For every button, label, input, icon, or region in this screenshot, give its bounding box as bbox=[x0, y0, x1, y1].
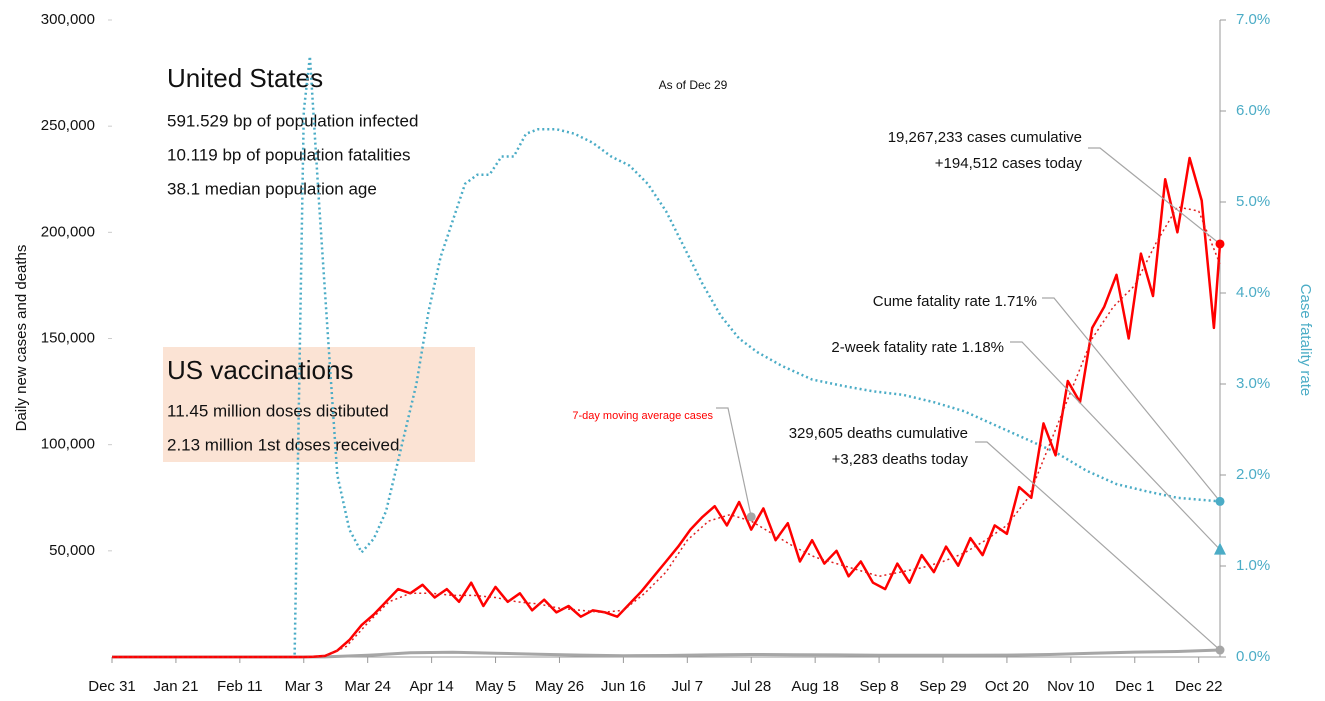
x-tick-label: May 26 bbox=[535, 678, 584, 695]
y2-tick-label: 4.0% bbox=[1236, 284, 1270, 301]
x-tick-label: Dec 31 bbox=[88, 678, 136, 695]
vaccination-title: US vaccinations bbox=[167, 355, 353, 385]
x-tick-label: Dec 1 bbox=[1115, 678, 1154, 695]
y-axis-label: Daily new cases and deaths bbox=[13, 245, 30, 432]
series-line bbox=[112, 156, 1222, 659]
vaccination-line: 11.45 million doses distibuted bbox=[167, 401, 389, 420]
x-tick-label: Mar 3 bbox=[285, 678, 323, 695]
y2-tick-label: 3.0% bbox=[1236, 375, 1270, 392]
x-tick-label: Dec 22 bbox=[1175, 678, 1223, 695]
x-tick-label: Jan 21 bbox=[153, 678, 198, 695]
x-tick-label: Jul 28 bbox=[731, 678, 771, 695]
leader-line bbox=[1042, 297, 1221, 502]
annotation-text: Cume fatality rate 1.71% bbox=[873, 293, 1037, 310]
y-tick-label: 250,000 bbox=[41, 117, 95, 134]
annotation-text: +3,283 deaths today bbox=[832, 451, 969, 468]
x-tick-label: Sep 8 bbox=[859, 678, 898, 695]
annotation-text: 7-day moving average cases bbox=[572, 410, 713, 422]
leader-line bbox=[975, 441, 1221, 651]
x-tick-label: May 5 bbox=[475, 678, 516, 695]
x-tick-label: Aug 18 bbox=[791, 678, 839, 695]
point-marker bbox=[1215, 496, 1225, 506]
chart-title: United States bbox=[167, 63, 323, 93]
x-tick-label: Mar 24 bbox=[344, 678, 391, 695]
annotation-text: 2-week fatality rate 1.18% bbox=[831, 339, 1004, 356]
vaccination-line: 2.13 million 1st doses received bbox=[167, 435, 399, 454]
y2-tick-label: 7.0% bbox=[1236, 11, 1270, 28]
x-tick-label: Apr 14 bbox=[410, 678, 454, 695]
x-tick-label: Feb 11 bbox=[217, 678, 263, 695]
date-note: As of Dec 29 bbox=[659, 78, 728, 92]
y-tick-label: 200,000 bbox=[41, 223, 95, 240]
info-line: 38.1 median population age bbox=[167, 179, 377, 198]
annotation-text: +194,512 cases today bbox=[935, 155, 1083, 172]
series-line bbox=[112, 648, 1221, 659]
info-line: 591.529 bp of population infected bbox=[167, 111, 418, 130]
point-marker bbox=[746, 512, 756, 522]
point-marker bbox=[1214, 542, 1226, 555]
y-tick-label: 100,000 bbox=[41, 436, 95, 453]
x-tick-label: Nov 10 bbox=[1047, 678, 1095, 695]
y-tick-label: 50,000 bbox=[49, 542, 95, 559]
y2-tick-label: 6.0% bbox=[1236, 102, 1270, 119]
leader-line bbox=[1010, 341, 1221, 551]
point-marker bbox=[1215, 645, 1225, 655]
y-tick-label: 300,000 bbox=[41, 11, 95, 28]
y2-tick-label: 2.0% bbox=[1236, 466, 1270, 483]
y2-tick-label: 0.0% bbox=[1236, 648, 1270, 665]
y2-axis-label: Case fatality rate bbox=[1297, 284, 1314, 397]
x-tick-label: Jun 16 bbox=[601, 678, 646, 695]
y2-tick-label: 1.0% bbox=[1236, 557, 1270, 574]
vaccination-box bbox=[163, 347, 475, 462]
info-line: 10.119 bp of population fatalities bbox=[167, 145, 411, 164]
leader-line bbox=[716, 407, 752, 517]
x-tick-label: Jul 7 bbox=[671, 678, 703, 695]
point-marker bbox=[1215, 239, 1225, 249]
x-tick-label: Sep 29 bbox=[919, 678, 967, 695]
series-line bbox=[112, 55, 1221, 659]
annotation-text: 329,605 deaths cumulative bbox=[789, 425, 968, 442]
y-tick-label: 150,000 bbox=[41, 329, 95, 346]
leader-line bbox=[1088, 147, 1221, 245]
y2-tick-label: 5.0% bbox=[1236, 193, 1270, 210]
x-tick-label: Oct 20 bbox=[985, 678, 1029, 695]
annotation-text: 19,267,233 cases cumulative bbox=[888, 129, 1082, 146]
